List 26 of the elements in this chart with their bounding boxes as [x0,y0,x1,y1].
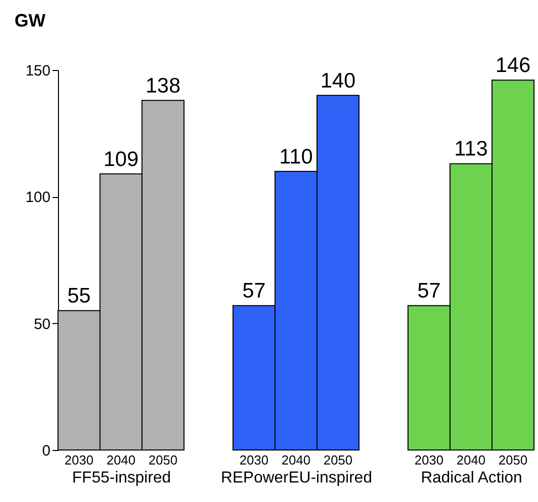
data-label: 110 [279,145,313,168]
y-axis-title: GW [14,10,46,30]
x-tick-label: 2030 [64,452,94,468]
x-axis-title: REPowerEU-inspired [220,470,372,486]
x-tick-label: 2040 [282,452,310,468]
x-tick-label: 2050 [498,452,528,468]
y-tick-label: 100 [25,189,50,206]
y-tick-label: 150 [25,62,50,80]
y-tick-label: 50 [34,316,50,333]
data-label: 138 [145,74,181,98]
x-axis-title: Radical Action [420,470,522,486]
x-tick-label: 2040 [456,452,486,468]
y-tick-label: 0 [42,442,50,460]
data-label: 140 [320,69,356,92]
x-tick-label: 2050 [148,452,178,468]
data-label: 57 [242,280,266,303]
x-tick-label: 2030 [240,452,268,468]
x-tick-label: 2040 [106,452,136,468]
data-label: 109 [103,148,139,171]
data-label: 55 [67,284,91,308]
data-label: 113 [454,138,488,161]
x-tick-label: 2030 [414,452,444,468]
x-axis-title: FF55-inspired [72,470,171,486]
data-label: 146 [495,54,531,78]
data-label: 57 [417,280,441,303]
x-tick-label: 2050 [324,452,352,468]
